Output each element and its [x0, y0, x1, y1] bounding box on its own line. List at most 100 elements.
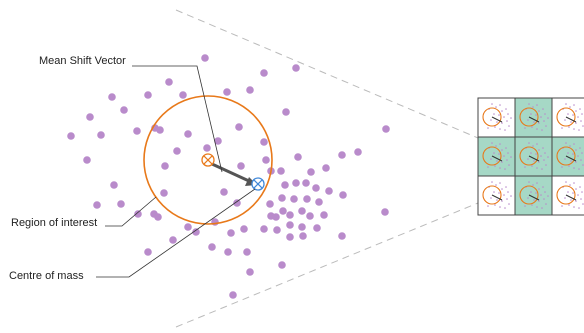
data-point [286, 221, 294, 229]
data-point [237, 162, 245, 170]
data-point [260, 225, 268, 233]
data-point [208, 243, 216, 251]
data-point [279, 207, 287, 215]
data-points [67, 54, 390, 299]
data-point [154, 213, 162, 221]
mean-shift-vector-leader [132, 65, 223, 173]
data-point [184, 130, 192, 138]
thumbnail-cell [514, 97, 553, 138]
data-point [160, 189, 168, 197]
data-point [281, 181, 289, 189]
data-point [134, 210, 142, 218]
data-point [307, 168, 315, 176]
data-point [86, 113, 94, 121]
region-of-interest-circle [143, 95, 273, 225]
data-point [169, 236, 177, 244]
data-point [214, 137, 222, 145]
data-point [299, 232, 307, 240]
data-point [233, 199, 241, 207]
mean-shift-vector-label: Mean Shift Vector [39, 55, 126, 67]
data-point [322, 164, 330, 172]
data-point [382, 125, 390, 133]
data-point [306, 212, 314, 220]
data-point [161, 162, 169, 170]
data-point [224, 248, 232, 256]
data-point [120, 106, 128, 114]
thumbnail-cell [551, 136, 584, 177]
data-point [302, 179, 310, 187]
data-point [290, 195, 298, 203]
data-point [294, 153, 302, 161]
data-point [173, 147, 181, 155]
data-point [338, 232, 346, 240]
data-point [278, 194, 286, 202]
data-point [273, 226, 281, 234]
data-point [260, 138, 268, 146]
mean-shift-vector-arrow [211, 162, 250, 183]
thumbnail-grid [477, 97, 584, 216]
data-point [298, 223, 306, 231]
data-point [192, 228, 200, 236]
centre-of-mass-leader [96, 188, 256, 278]
data-point [227, 229, 235, 237]
thumbnail-cell [477, 136, 516, 177]
data-point [315, 198, 323, 206]
thumbnail-cell [551, 175, 584, 216]
centre-of-mass-marker-icon [251, 177, 265, 191]
thumbnail-cell [477, 175, 516, 216]
data-point [313, 224, 321, 232]
data-point [303, 195, 311, 203]
centre-of-mass-label: Centre of mass [9, 270, 84, 282]
data-point [201, 54, 209, 62]
data-point [117, 200, 125, 208]
data-point [246, 86, 254, 94]
data-point [156, 126, 164, 134]
data-point [229, 291, 237, 299]
region-of-interest-leader [105, 196, 157, 227]
data-point [298, 207, 306, 215]
data-point [133, 127, 141, 135]
data-point [339, 191, 347, 199]
thumbnail-cell [514, 136, 553, 177]
data-point [243, 248, 251, 256]
data-point [246, 268, 254, 276]
data-point [286, 211, 294, 219]
data-point [211, 218, 219, 226]
data-point [292, 179, 300, 187]
data-point [338, 151, 346, 159]
data-point [272, 213, 280, 221]
data-point [354, 148, 362, 156]
data-point [203, 144, 211, 152]
thumbnail-cell [477, 97, 516, 138]
data-point [67, 132, 75, 140]
data-point [93, 201, 101, 209]
data-point [97, 131, 105, 139]
data-point [110, 181, 118, 189]
thumbnail-cell [514, 175, 553, 216]
data-point [262, 156, 270, 164]
data-point [108, 93, 116, 101]
data-point [220, 188, 228, 196]
data-point [278, 261, 286, 269]
data-point [282, 108, 290, 116]
data-point [179, 91, 187, 99]
data-point [260, 69, 268, 77]
data-point [381, 208, 389, 216]
data-point [277, 167, 285, 175]
data-point [240, 225, 248, 233]
data-point [292, 64, 300, 72]
data-point [266, 200, 274, 208]
data-point [165, 78, 173, 86]
zoom-guide-line-bottom [175, 202, 479, 328]
data-point [184, 223, 192, 231]
data-point [83, 156, 91, 164]
data-point [235, 123, 243, 131]
data-point [286, 233, 294, 241]
data-point [144, 91, 152, 99]
data-point [320, 211, 328, 219]
data-point [223, 88, 231, 96]
zoom-guide-line-top [175, 9, 479, 139]
initial-window-marker-icon [201, 153, 215, 167]
region-of-interest-label: Region of interest [11, 217, 97, 229]
